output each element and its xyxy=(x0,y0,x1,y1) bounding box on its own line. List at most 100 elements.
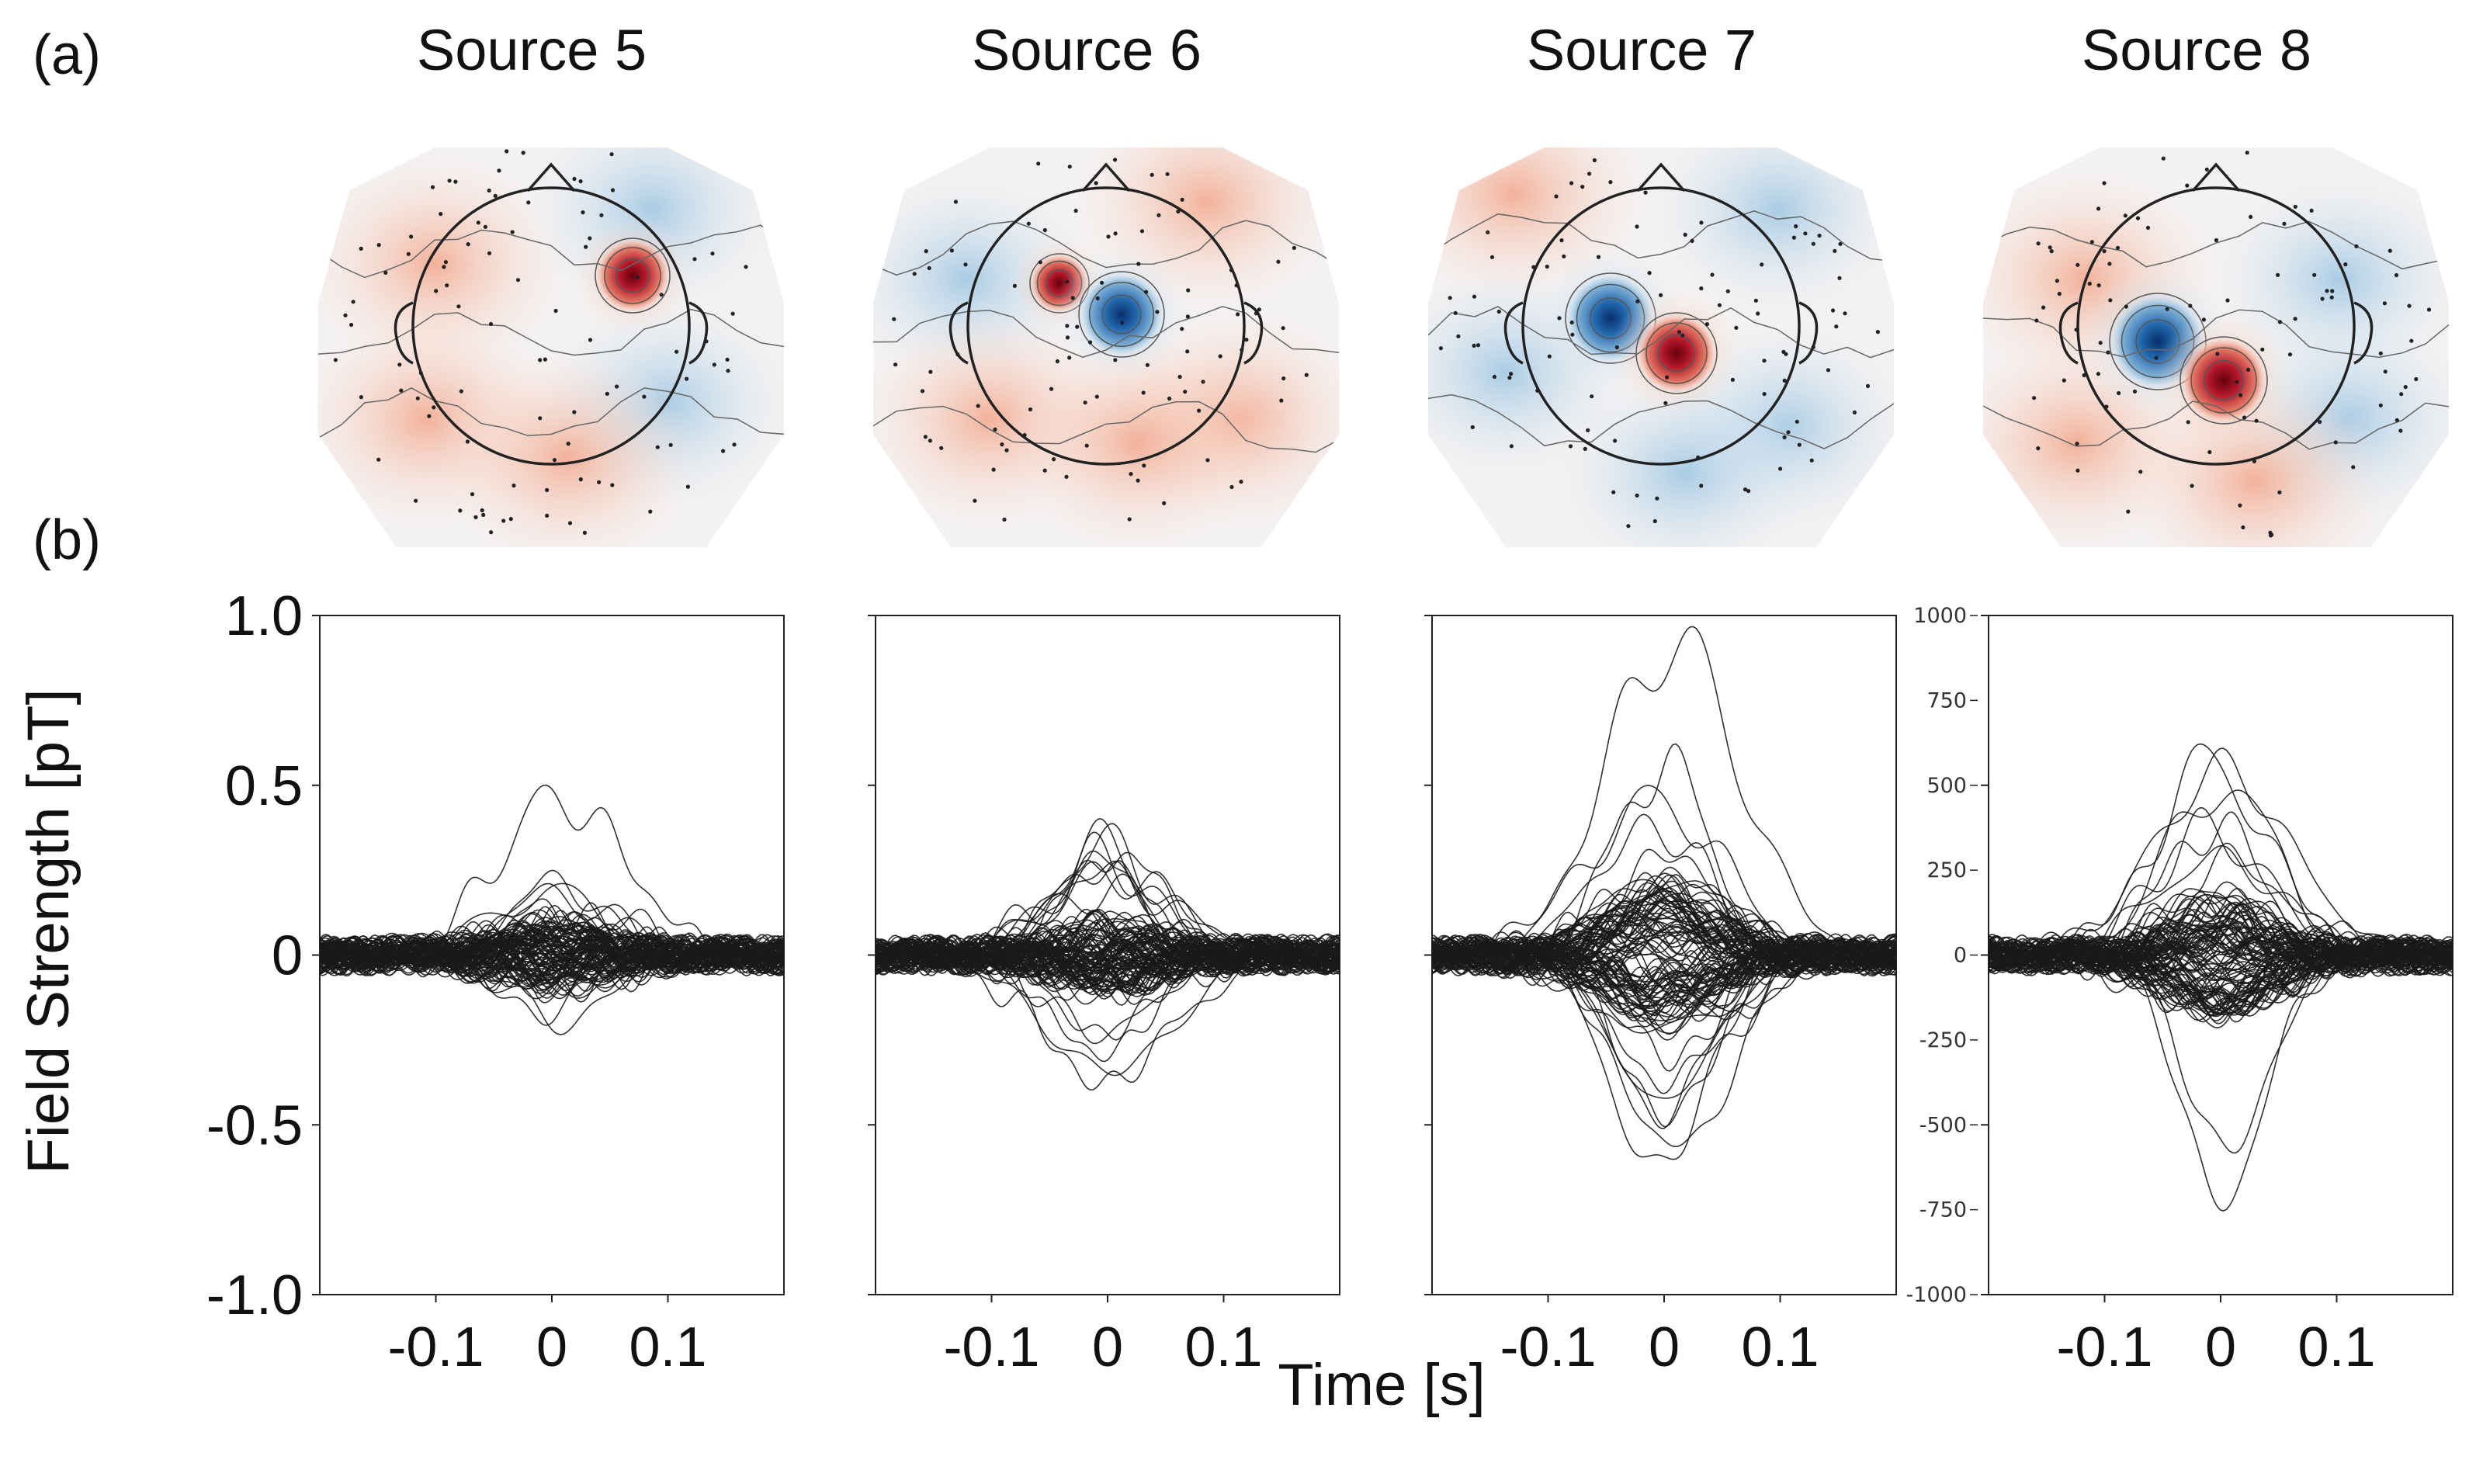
sensor-dot xyxy=(480,508,484,513)
sensor-dot xyxy=(572,176,577,182)
sensor-dot xyxy=(2075,262,2080,267)
sensor-dot xyxy=(1183,390,1188,394)
sensor-trace xyxy=(320,931,784,976)
sensor-dot xyxy=(434,289,439,293)
y-tick-label: -500 xyxy=(1919,1113,1967,1137)
sensor-dot xyxy=(2048,245,2052,250)
sensor-dot xyxy=(1136,262,1141,266)
left-ear xyxy=(1503,301,1524,365)
sensor-dot xyxy=(2242,415,2247,420)
sensor-dot xyxy=(1782,378,1787,383)
sensor-dot xyxy=(481,512,486,518)
contour-line xyxy=(1983,220,2449,270)
sensor-dot xyxy=(1106,234,1111,239)
sensor-dot xyxy=(610,483,615,487)
sensor-dot xyxy=(1177,374,1182,380)
trace-group xyxy=(1432,626,1896,1160)
sensor-dot xyxy=(1448,296,1452,300)
sensor-dot xyxy=(949,248,954,253)
sensor-dot xyxy=(2032,396,2037,400)
sensor-dot xyxy=(893,362,898,367)
sensor-dot xyxy=(1065,279,1070,284)
left-ear xyxy=(948,301,969,365)
contour-line xyxy=(2204,360,2244,400)
sensor-dot xyxy=(2351,465,2356,470)
sensor-dot xyxy=(1276,259,1281,264)
y-tick-label: 1.0 xyxy=(225,585,303,647)
sensor-dot xyxy=(459,389,463,394)
contour-line xyxy=(595,238,671,314)
sensor-dot xyxy=(2106,350,2110,355)
sensor-dot xyxy=(615,384,619,389)
sensor-dot xyxy=(538,358,543,362)
nose-marker xyxy=(1081,162,1131,192)
sensor-dot xyxy=(923,435,928,439)
sensor-dot xyxy=(1547,354,1552,359)
sensor-dot xyxy=(2102,249,2107,254)
sensor-dot xyxy=(1083,400,1087,405)
sensor-dot xyxy=(1456,334,1461,338)
sensor-dot xyxy=(497,168,501,173)
sensor-trace xyxy=(1989,747,2453,966)
sensor-dot xyxy=(1239,480,1243,484)
sensor-trace xyxy=(876,935,1340,993)
sensor-dot xyxy=(2087,281,2092,286)
contour-line xyxy=(873,400,1339,453)
sensor-dot xyxy=(1826,368,1831,373)
sensor-dot xyxy=(1136,478,1140,483)
y-tick-label: -250 xyxy=(1919,1028,1967,1052)
contour-line xyxy=(1101,294,1142,335)
right-ear xyxy=(1243,301,1264,365)
sensor-dot xyxy=(2107,262,2112,266)
sensor-trace xyxy=(320,941,784,988)
waveform-plot-source-5: -0.1 0 0.1 1.0 0.5 0 -0.5 -1.0 xyxy=(206,585,785,1378)
sensor-dot xyxy=(359,246,363,251)
sensor-dot xyxy=(443,260,449,265)
right-ear xyxy=(688,301,709,365)
sensor-dot xyxy=(2388,248,2392,253)
sensor-dot xyxy=(2333,440,2338,445)
sensor-dot xyxy=(1476,343,1481,348)
contour-line xyxy=(1983,400,2449,450)
sensor-trace xyxy=(320,933,784,971)
sensor-dot xyxy=(578,477,583,482)
contour-line xyxy=(1657,334,1696,373)
sensor-trace xyxy=(1989,937,2453,976)
sensor-dot xyxy=(1185,349,1190,354)
sensor-dot xyxy=(1129,472,1133,477)
sensor-trace xyxy=(1432,941,1896,1035)
sensor-dot xyxy=(2132,389,2138,394)
sensor-dot xyxy=(2075,442,2079,446)
sensor-trace xyxy=(876,930,1340,969)
contour-line xyxy=(1428,306,1894,359)
sensor-dot xyxy=(1778,466,1783,471)
topomap-source-7 xyxy=(1428,147,1894,547)
sensor-dot xyxy=(1197,408,1202,413)
sensor-dot xyxy=(1635,224,1639,229)
sensor-dot xyxy=(1725,289,1730,293)
sensor-dot xyxy=(1438,346,1443,351)
sensor-dot xyxy=(543,357,548,362)
sensor-dot xyxy=(414,498,418,503)
sensor-dot xyxy=(924,249,928,254)
sensor-dot xyxy=(483,224,488,229)
sensor-dot xyxy=(476,220,480,225)
trace-group xyxy=(320,784,784,1035)
sensor-dot xyxy=(710,251,715,256)
sensor-dot xyxy=(567,521,573,525)
contour-line xyxy=(615,258,650,293)
sensor-dot xyxy=(1000,442,1004,447)
sensor-dot xyxy=(2426,307,2432,312)
sensor-dot xyxy=(744,265,748,269)
sensor-dot xyxy=(1038,260,1042,265)
sensor-dot xyxy=(2034,318,2039,323)
sensor-dot xyxy=(953,199,958,204)
sensor-dot xyxy=(1186,288,1191,293)
sensor-dot xyxy=(2123,213,2127,218)
sensor-dot xyxy=(2108,298,2113,303)
sensor-dot xyxy=(2235,380,2239,384)
sensor-dot xyxy=(1142,463,1146,468)
sensor-dot xyxy=(2057,291,2062,296)
source-title-6: Source 6 xyxy=(972,18,1202,82)
